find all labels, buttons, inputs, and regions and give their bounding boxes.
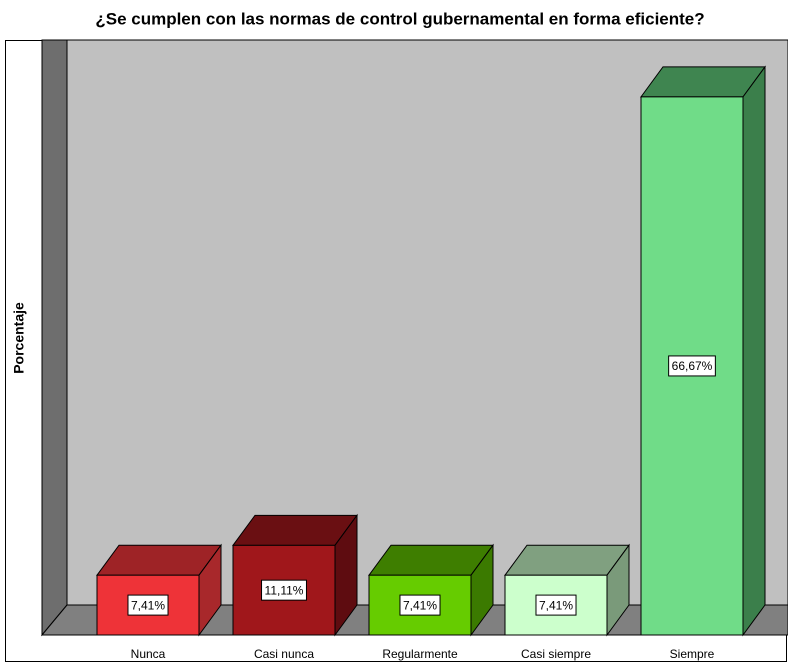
value-label-box: [261, 579, 307, 601]
value-label: 66,67%: [672, 359, 713, 373]
x-tick-label: Casi siempre: [521, 647, 591, 661]
x-tick-label: Siempre: [670, 647, 715, 661]
value-label-box: [399, 594, 441, 616]
value-label: 7,41%: [539, 598, 573, 612]
bar-side: [742, 65, 766, 637]
value-label: 11,11%: [265, 583, 304, 597]
value-label-box: [535, 594, 577, 616]
value-label-box: [668, 355, 716, 377]
left-wall: [41, 39, 68, 637]
value-label: 7,41%: [131, 598, 165, 612]
bar: [232, 544, 336, 636]
x-tick-label: Casi nunca: [254, 647, 314, 661]
value-label-box: [127, 594, 169, 616]
y-axis-label: Porcentaje: [11, 302, 27, 374]
x-tick-label: Nunca: [131, 647, 166, 661]
value-label: 7,41%: [403, 598, 437, 612]
x-tick-label: Regularmente: [382, 647, 458, 661]
chart-title: ¿Se cumplen con las normas de control gu…: [95, 9, 704, 28]
